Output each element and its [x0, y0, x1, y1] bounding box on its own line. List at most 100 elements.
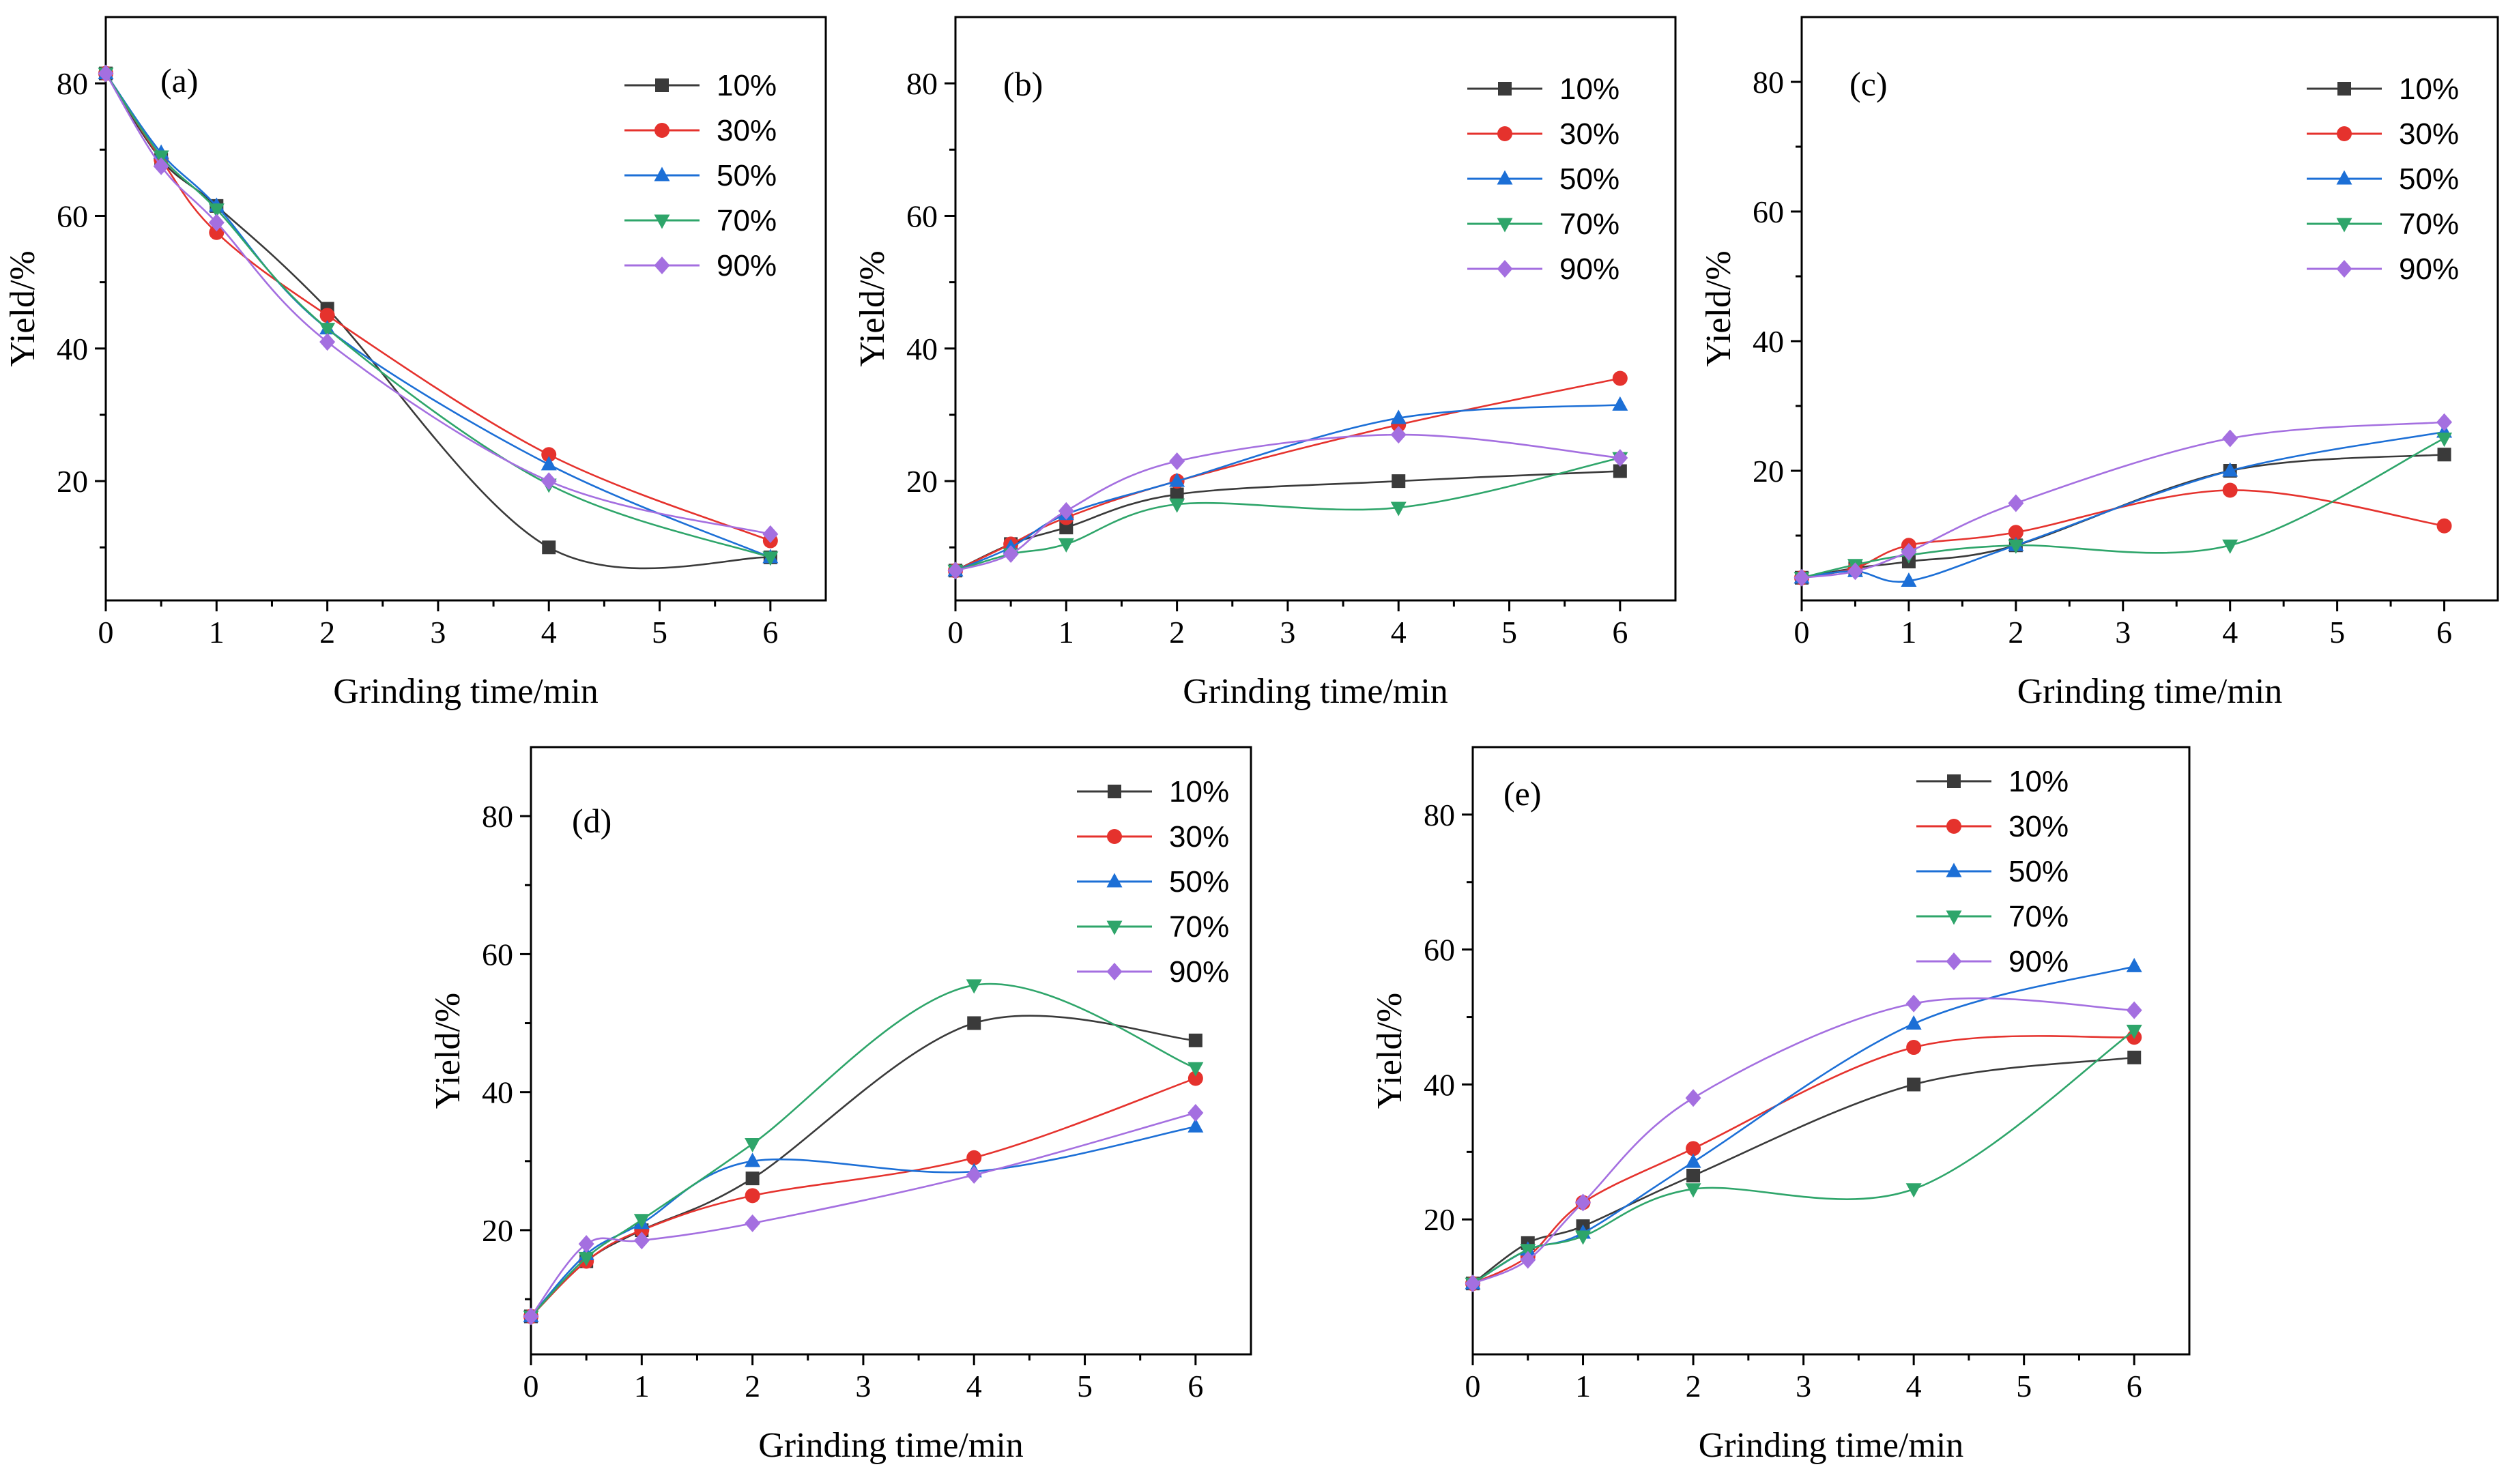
- x-tick-label: 4: [541, 615, 557, 650]
- legend-item: 90%: [624, 249, 777, 282]
- series-50pct: [1794, 423, 2453, 587]
- x-tick-label: 0: [948, 615, 964, 650]
- data-point: [1187, 1071, 1203, 1086]
- series-line: [1472, 1035, 2135, 1285]
- y-tick-label: 80: [482, 799, 513, 834]
- data-point: [745, 1152, 761, 1167]
- x-tick-label: 6: [762, 615, 778, 650]
- series-10pct: [99, 66, 777, 570]
- series-line: [955, 433, 1620, 572]
- legend-marker: [2337, 82, 2351, 96]
- data-point: [1465, 1275, 1481, 1293]
- legend-label: 50%: [2008, 855, 2069, 888]
- y-tick-label: 60: [906, 199, 938, 233]
- series-line: [530, 1111, 1196, 1318]
- data-point: [1847, 562, 1863, 581]
- data-point: [319, 333, 336, 351]
- data-point: [2126, 1024, 2142, 1039]
- data-point: [208, 203, 225, 218]
- legend-item: 30%: [1467, 117, 1619, 151]
- plot-frame: [1800, 16, 2499, 602]
- legend-label: 10%: [1559, 72, 1619, 106]
- data-point: [209, 224, 225, 240]
- legend-item: 70%: [1077, 910, 1229, 944]
- y-tick-label: 40: [906, 332, 938, 366]
- data-point: [1613, 464, 1627, 478]
- x-tick-label: 5: [2016, 1369, 2032, 1403]
- data-point: [1905, 994, 1922, 1013]
- data-point: [1685, 1153, 1701, 1168]
- y-tick-label: 80: [906, 66, 938, 101]
- data-point: [745, 1138, 761, 1153]
- legend-marker: [2336, 218, 2352, 233]
- data-point: [967, 1016, 981, 1030]
- legend-marker: [2336, 170, 2352, 185]
- y-tick-label: 20: [1753, 454, 1784, 489]
- legend-marker: [1497, 170, 1513, 185]
- series-90pct: [523, 1104, 1204, 1326]
- data-point: [947, 562, 964, 580]
- legend-label: 10%: [717, 69, 777, 102]
- data-point: [966, 1166, 982, 1184]
- data-point: [1901, 572, 1917, 587]
- x-axis-label: Grinding time/min: [1699, 1426, 1964, 1465]
- series-90pct: [1465, 994, 2142, 1293]
- series-line: [1472, 997, 2135, 1285]
- data-point: [966, 1150, 982, 1165]
- plot-frame: [1471, 746, 2191, 1356]
- x-tick-label: 0: [98, 615, 114, 650]
- y-tick-label: 20: [1424, 1202, 1455, 1237]
- legend-item: 90%: [1916, 945, 2069, 978]
- data-point: [2008, 494, 2024, 512]
- legend-marker: [1498, 82, 1512, 96]
- series-70pct: [1794, 433, 2453, 587]
- x-tick-label: 6: [2436, 615, 2452, 650]
- legend-item: 50%: [2307, 162, 2459, 196]
- data-point: [1390, 501, 1407, 517]
- data-point: [1905, 1015, 1922, 1030]
- series-10pct: [524, 1015, 1202, 1324]
- x-tick-label: 5: [1077, 1369, 1093, 1403]
- y-tick-label: 60: [1424, 933, 1455, 967]
- x-tick-label: 4: [1906, 1369, 1922, 1403]
- data-point: [2436, 413, 2453, 431]
- legend-label: 10%: [2399, 72, 2459, 106]
- x-tick-label: 5: [652, 615, 667, 650]
- legend-label: 30%: [1559, 117, 1619, 151]
- data-point: [2126, 957, 2142, 972]
- data-point: [745, 1172, 760, 1186]
- y-tick-label: 20: [57, 464, 88, 499]
- legend-item: 70%: [624, 204, 777, 237]
- legend-marker: [1497, 260, 1513, 278]
- data-point: [1685, 1089, 1701, 1107]
- series-line: [104, 72, 771, 536]
- legend-label: 70%: [1169, 910, 1229, 944]
- x-axis-label: Grinding time/min: [1183, 672, 1448, 711]
- legend-item: 70%: [1916, 900, 2069, 933]
- series-line: [1801, 421, 2445, 579]
- series-line: [1801, 453, 2445, 579]
- panel-label: (d): [572, 802, 611, 840]
- data-point: [1003, 544, 1019, 563]
- x-tick-label: 0: [1794, 615, 1810, 650]
- data-point: [1169, 472, 1185, 487]
- legend-label: 70%: [2008, 900, 2069, 933]
- legend-marker: [654, 214, 670, 229]
- legend-item: 30%: [624, 114, 777, 147]
- legend-marker: [1497, 126, 1512, 141]
- series-line: [955, 404, 1620, 572]
- legend-item: 90%: [1467, 252, 1619, 286]
- series-10pct: [1795, 448, 2451, 585]
- legend-label: 10%: [1169, 775, 1229, 809]
- legend-item: 90%: [1077, 955, 1229, 989]
- legend-item: 70%: [1467, 207, 1619, 241]
- x-tick-label: 2: [745, 1369, 760, 1403]
- legend-label: 90%: [717, 249, 777, 282]
- data-point: [1169, 452, 1185, 470]
- panel-e: 0 1 2 3 4 5 6 20 40 60 80 Grinding time/min Yield/% (…: [1370, 746, 2191, 1465]
- legend-label: 50%: [717, 159, 777, 192]
- legend-label: 30%: [2008, 810, 2069, 843]
- data-point: [2127, 1050, 2142, 1064]
- series-line: [104, 72, 771, 559]
